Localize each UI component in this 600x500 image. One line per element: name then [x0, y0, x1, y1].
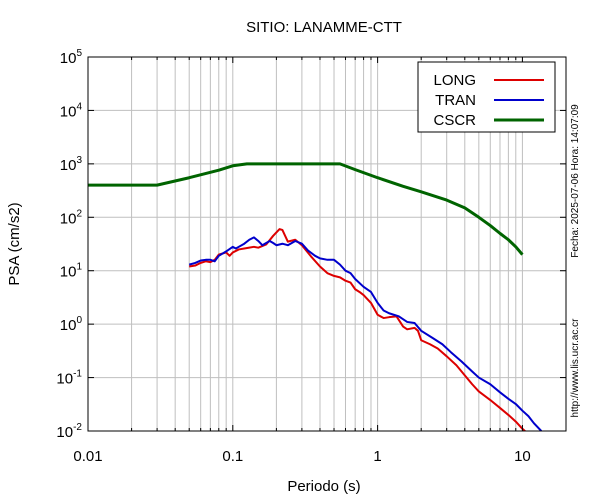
legend: LONG TRAN CSCR [417, 61, 556, 133]
x-tick-label: 0.01 [73, 448, 102, 465]
legend-label-cscr: CSCR [433, 112, 476, 129]
series-line-long [189, 228, 527, 431]
y-tick-label: 100 [60, 315, 83, 334]
chart-title: SITIO: LANAMME-CTT [246, 19, 402, 36]
legend-label-tran: TRAN [435, 92, 476, 109]
plot-frame [87, 56, 567, 432]
y-tick-label: 104 [60, 101, 83, 120]
tick-marks [87, 56, 567, 432]
y-tick-label: 101 [60, 262, 83, 281]
series-line-tran [188, 236, 543, 431]
x-tick-label: 10 [514, 448, 531, 465]
website-url: http://www.lis.ucr.ac.cr [570, 318, 581, 418]
x-axis-label: Periodo (s) [287, 478, 360, 495]
series-line-cscr [88, 162, 524, 256]
grid-lines [87, 56, 567, 432]
y-tick-label: 103 [60, 155, 83, 174]
series-layer [88, 162, 543, 431]
x-tick-label: 1 [373, 448, 381, 465]
x-tick-labels: 0.01 0.1 1 10 [73, 448, 530, 465]
timestamp-label: Fecha: 2025-07-06 Hora: 14:07:09 [570, 104, 581, 258]
legend-label-long: LONG [433, 72, 476, 89]
y-tick-labels: 10-2 10-1 100 101 102 103 104 105 [56, 48, 82, 441]
y-tick-label: 102 [60, 208, 83, 227]
y-axis-label: PSA (cm/s2) [6, 202, 23, 285]
y-tick-label: 105 [60, 48, 83, 67]
x-tick-label: 0.1 [222, 448, 243, 465]
y-tick-label: 10-1 [56, 369, 82, 388]
y-tick-label: 10-2 [56, 422, 82, 441]
